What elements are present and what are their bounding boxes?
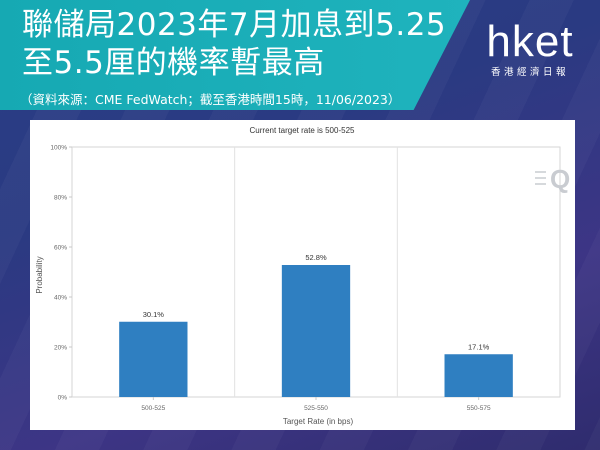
y-tick-label: 60% [54,245,67,252]
header-banner: 聯儲局2023年7月加息到5.25至5.5厘的機率暫最高 （資料來源：CME F… [0,0,600,110]
x-tick-label: 550-575 [467,405,491,412]
y-tick-label: 40% [54,295,67,302]
banner-shape [0,0,470,110]
chart-card: Current target rate is 500-525 Probabili… [30,120,575,430]
bar [444,354,513,397]
logo-subtitle: 香港經濟日報 [490,67,569,78]
grid-layer: 0% 20% 40% 60% 80% 100% [50,145,561,402]
chart-title: Current target rate is 500-525 [250,126,355,135]
hket-logo: hket 香港經濟日報 [470,17,590,82]
svg-text:Q: Q [550,164,570,194]
source-note: （資料來源：CME FedWatch；截至香港時間15時，11/06/2023） [20,92,401,107]
bars-layer: 30.1% 500-525 52.8% 525-550 17.1% 550-575 [119,253,513,412]
y-tick-label: 80% [54,195,67,202]
y-tick-label: 100% [50,145,67,152]
x-tick-label: 525-550 [304,405,328,412]
data-label: 30.1% [143,310,165,319]
x-tick-label: 500-525 [141,405,165,412]
y-tick-label: 0% [58,395,68,402]
data-label: 17.1% [468,342,490,351]
x-axis-label: Target Rate (in bps) [283,417,354,426]
logo-wordmark: hket [486,17,574,66]
y-tick-label: 20% [54,345,67,352]
q-watermark-icon: Q [535,164,570,194]
bar [281,265,351,397]
data-label: 52.8% [305,253,327,262]
y-axis-label: Probability [35,256,44,293]
page-title: 聯儲局2023年7月加息到5.25至5.5厘的機率暫最高 [22,7,447,81]
bar [119,321,188,397]
bar-chart: Current target rate is 500-525 Probabili… [35,126,570,426]
